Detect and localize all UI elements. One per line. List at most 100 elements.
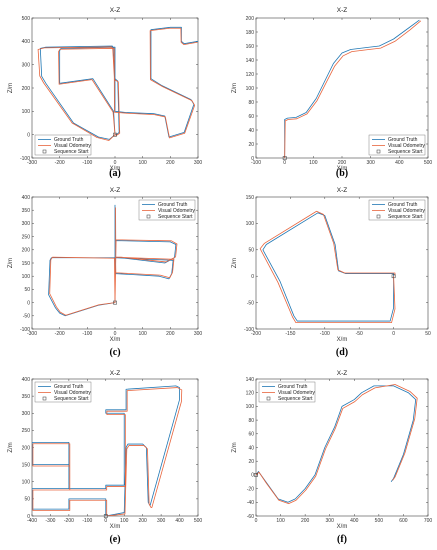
- legend-label: Sequence Start: [388, 149, 423, 155]
- x-tick-label: 500: [194, 518, 203, 524]
- y-tick-label: 160: [246, 44, 255, 50]
- chart-6: X-Z 0 100 200 300 400 500 600 700 -60 -40 -20 0 20 40 6…: [232, 370, 432, 545]
- y-tick-label: 150: [22, 261, 31, 267]
- x-tick-label: 700: [424, 518, 433, 524]
- panel-caption: (e): [109, 534, 120, 545]
- x-tick-label: 100: [309, 160, 318, 166]
- x-tick-label: 200: [166, 160, 175, 166]
- y-tick-label: 250: [22, 234, 31, 240]
- x-tick-label: 300: [194, 331, 203, 337]
- series-line-visual-odometry: [32, 387, 183, 516]
- x-tick-label: -100: [251, 160, 261, 166]
- y-tick-label: -50: [23, 314, 30, 320]
- series-group: [284, 19, 422, 158]
- x-axis-label: X/m: [337, 166, 348, 172]
- y-tick-label: -40: [247, 500, 254, 506]
- legend-label: Sequence Start: [278, 396, 313, 402]
- series-group: [259, 210, 396, 324]
- series-line-visual-odometry: [256, 384, 418, 505]
- y-tick-label: 20: [248, 459, 254, 465]
- y-tick-label: 350: [22, 208, 31, 214]
- y-tick-label: 100: [246, 221, 255, 227]
- y-tick-label: 200: [22, 445, 31, 451]
- series-line-ground-truth: [284, 19, 420, 158]
- legend-box: [368, 199, 426, 221]
- y-tick-label: 0: [27, 132, 30, 138]
- y-axis-label: Z/m: [8, 83, 14, 93]
- x-axis-label: X/m: [337, 524, 348, 530]
- chart-1: X-Z -300 -200 -100 0 100 200 300 -100 0 100 200 300 4…: [8, 7, 202, 179]
- legend-label: Sequence Start: [388, 214, 423, 220]
- y-tick-label: 0: [27, 300, 30, 306]
- sequence-start-marker: [103, 514, 108, 518]
- y-tick-label: 140: [246, 58, 255, 64]
- y-tick-label: 100: [22, 109, 31, 115]
- x-tick-label: 0: [114, 331, 117, 337]
- chart-title: X-Z: [110, 7, 121, 14]
- series-line-ground-truth: [256, 385, 417, 503]
- y-tick-label: 100: [22, 480, 31, 486]
- chart-title: X-Z: [110, 187, 121, 194]
- y-tick-label: 200: [246, 16, 255, 22]
- x-tick-label: 300: [194, 160, 203, 166]
- x-tick-label: -100: [320, 331, 330, 337]
- legend-box: [258, 381, 316, 403]
- x-tick-label: -50: [356, 331, 363, 337]
- legend-label: Ground Truth: [388, 202, 418, 208]
- sequence-start-marker: [282, 156, 287, 160]
- x-tick-label: 500: [424, 160, 433, 166]
- legend-label: Visual Odometry: [388, 208, 425, 214]
- x-tick-label: -300: [27, 331, 37, 337]
- x-tick-label: 300: [366, 160, 375, 166]
- x-tick-label: -100: [82, 160, 92, 166]
- y-tick-label: 120: [246, 391, 255, 397]
- series-line-visual-odometry: [259, 210, 396, 324]
- y-tick-label: 100: [246, 86, 255, 92]
- x-axis-label: X/m: [110, 524, 121, 530]
- y-tick-label: 150: [246, 195, 255, 201]
- legend-marker-sequence-start: [146, 214, 151, 219]
- x-tick-label: 200: [338, 160, 347, 166]
- y-axis-label: Z/m: [232, 83, 238, 93]
- legend-marker-sequence-start: [266, 396, 271, 401]
- series-group: [256, 384, 418, 505]
- legend-label: Sequence Start: [54, 396, 89, 402]
- x-axis-label: X/m: [337, 337, 348, 343]
- chart-2: X-Z-100 0 100 200 300 400 50002040608010012014…: [232, 7, 432, 179]
- y-tick-label: 120: [246, 72, 255, 78]
- panel-caption: (b): [336, 168, 348, 179]
- y-tick-label: 60: [248, 432, 254, 438]
- panel-caption: (f): [337, 534, 347, 545]
- legend-label: Ground Truth: [158, 202, 188, 208]
- legend-box: [368, 134, 426, 156]
- x-tick-label: 400: [395, 160, 404, 166]
- y-tick-label: 400: [22, 39, 31, 45]
- chart-5: X-Z -400 -300 -200 -100 0 100 200 300 400 500 0 50 10…: [8, 370, 202, 545]
- y-axis-label: Z/m: [232, 258, 238, 268]
- panel-caption: (c): [109, 347, 120, 358]
- x-tick-label: -200: [251, 331, 261, 337]
- y-tick-label: 80: [248, 418, 254, 424]
- chart-3: X-Z -300 -200 -100 0 100 200 300 -100 -50 0 50 100 15…: [8, 187, 202, 358]
- x-tick-label: 100: [138, 331, 147, 337]
- chart-title: X-Z: [337, 7, 348, 14]
- legend-box: [138, 199, 196, 221]
- legend-label: Ground Truth: [388, 137, 418, 143]
- series-line-visual-odometry: [284, 20, 422, 158]
- legend-label: Visual Odometry: [388, 143, 425, 149]
- y-axis-label: Z/m: [8, 258, 14, 268]
- x-tick-label: -400: [27, 518, 37, 524]
- y-tick-label: 400: [22, 195, 31, 201]
- x-tick-label: -200: [55, 160, 65, 166]
- series-group: [48, 204, 178, 317]
- legend-box: [34, 381, 92, 403]
- x-tick-label: 300: [157, 518, 166, 524]
- y-tick-label: -100: [20, 327, 30, 333]
- y-tick-label: 40: [248, 445, 254, 451]
- x-tick-label: 0: [255, 518, 258, 524]
- legend-marker-sequence-start: [376, 149, 381, 154]
